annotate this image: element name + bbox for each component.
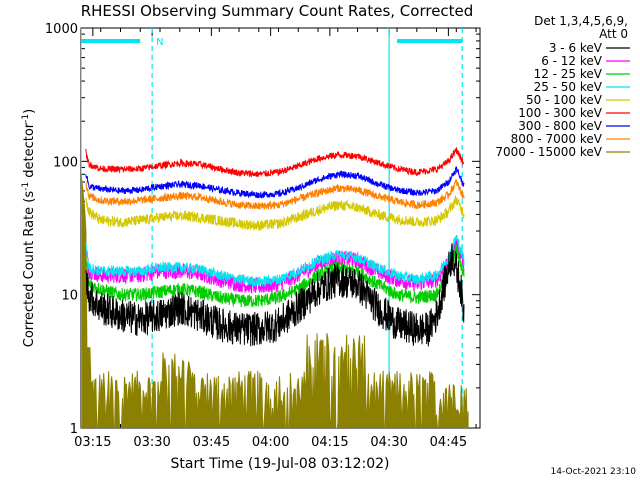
y-axis-label-end: ) (22, 109, 37, 114)
series-line-7000-15000-kev (81, 174, 469, 428)
series-line-3-6-kev (85, 243, 465, 347)
x-axis-label: Start Time (19-Jul-08 03:12:02) (170, 456, 389, 472)
legend-label: 50 - 100 keV (526, 93, 603, 107)
y-tick-label: 100 (53, 155, 78, 170)
y-axis-label-sup1: -1 (21, 182, 31, 191)
x-tick-label: 03:45 (193, 435, 230, 450)
series-line-12-25-kev (85, 244, 465, 308)
legend-label: 25 - 50 keV (534, 80, 603, 94)
series-group: N (81, 28, 469, 428)
plot-frame (80, 27, 481, 429)
legend-header-line2: Att 0 (599, 27, 628, 41)
x-tick-label: 03:15 (74, 435, 111, 450)
y-axis-label: Corrected Count Rate (s-1 detector-1) (21, 109, 37, 347)
x-tick-label: 03:30 (133, 435, 170, 450)
legend-label: 6 - 12 keV (541, 54, 603, 68)
chart-title: RHESSI Observing Summary Count Rates, Co… (81, 2, 474, 20)
footer-date: 14-Oct-2021 23:10 (551, 467, 637, 477)
y-axis-label-main: Corrected Count Rate (s (22, 191, 37, 348)
y-tick-label: 1000 (45, 22, 78, 37)
legend-label: 3 - 6 keV (549, 41, 603, 55)
series-line-25-50-kev (85, 235, 465, 288)
x-tick-label: 04:30 (370, 435, 407, 450)
x-tick-label: 04:45 (430, 435, 467, 450)
legend-label: 100 - 300 keV (518, 106, 602, 120)
legend-label: 7000 - 15000 keV (495, 145, 602, 159)
x-tick-label: 04:15 (311, 435, 348, 450)
series-line-6-12-kev (85, 234, 465, 294)
series-line-300-800-kev (85, 166, 465, 199)
y-axis-label-mid: detector (22, 122, 37, 182)
night-marker: N (156, 37, 163, 48)
legend-label: 300 - 800 keV (518, 119, 602, 133)
legend-label: 12 - 25 keV (534, 67, 603, 81)
plot-area: 1 10 100 1000 03:15 03:30 03:45 04:00 04:15 04:30… (45, 22, 481, 450)
legend-label: 800 - 7000 keV (511, 132, 603, 146)
y-axis-label-sup2: -1 (21, 114, 31, 123)
series-line-50-100-kev (85, 195, 465, 232)
y-tick-label: 10 (61, 289, 78, 304)
series-line-100-300-kev (85, 147, 465, 178)
series-line-800-7000-kev (85, 179, 465, 210)
y-tick-label: 1 (70, 422, 78, 437)
legend-header-line1: Det 1,3,4,5,6,9, (534, 14, 628, 28)
x-tick-label: 04:00 (252, 435, 289, 450)
